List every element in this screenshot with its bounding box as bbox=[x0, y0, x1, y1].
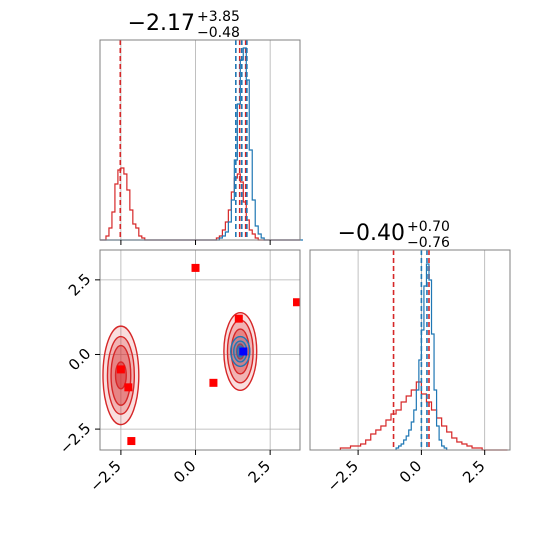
scatter-marker-marker_red bbox=[209, 378, 218, 387]
scatter-marker-marker_red bbox=[234, 314, 243, 323]
panel-title-median: −2.17 bbox=[128, 11, 195, 36]
panel-title-upper-error: +0.70 bbox=[407, 219, 450, 235]
marginal-histogram-param-1: −2.17 +3.85−0.48 bbox=[99, 9, 303, 245]
x-tick-label: 2.5 bbox=[459, 457, 489, 487]
x-tick-label: 2.5 bbox=[245, 457, 275, 487]
scatter-marker-marker_red bbox=[293, 298, 300, 307]
scatter-marker-marker_red bbox=[127, 437, 136, 446]
contour-level-red bbox=[102, 325, 140, 426]
y-tick-label: 0.0 bbox=[65, 345, 95, 375]
panel-title-upper-error: +3.85 bbox=[197, 9, 240, 25]
joint-contour-plot: −2.5 0.0 2.5 −2.5 0.0 2.5 bbox=[56, 249, 301, 495]
scatter-marker-marker_red bbox=[235, 450, 243, 458]
scatter-marker-marker_red bbox=[116, 365, 125, 374]
histogram-step-blue bbox=[395, 263, 448, 450]
panel-title-lower-error: −0.76 bbox=[407, 235, 450, 251]
y-tick-label: −2.5 bbox=[56, 419, 94, 457]
panel-title-median: −0.40 bbox=[338, 221, 405, 246]
y-tick-label: 2.5 bbox=[65, 270, 95, 300]
panel-title-lower-error: −0.48 bbox=[197, 25, 240, 41]
axes-frame bbox=[99, 39, 301, 241]
x-tick-label: −2.5 bbox=[324, 457, 362, 495]
scatter-marker-marker_red bbox=[191, 263, 200, 272]
scatter-marker-marker_red bbox=[124, 383, 133, 392]
x-tick-label: 0.0 bbox=[170, 457, 200, 487]
axes-frame bbox=[99, 249, 301, 451]
marginal-histogram-param-2: −2.5 0.0 2.5 −0.40 +0.70−0.76 bbox=[309, 219, 511, 495]
contour-level-red bbox=[106, 335, 136, 415]
joint-contents bbox=[102, 263, 300, 458]
x-tick-label: −2.5 bbox=[86, 457, 124, 495]
axes-frame bbox=[309, 249, 511, 451]
histogram-step-blue bbox=[100, 47, 303, 241]
histogram-step-red bbox=[339, 381, 508, 451]
scatter-marker-marker_blue bbox=[239, 347, 248, 356]
x-tick-label: 0.0 bbox=[396, 457, 426, 487]
